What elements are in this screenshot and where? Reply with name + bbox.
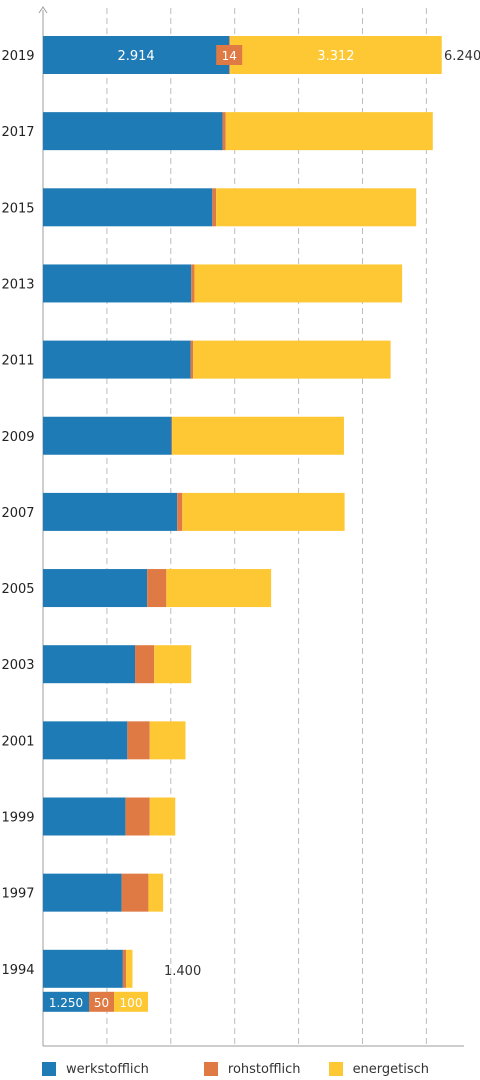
category-label: 2003 xyxy=(1,658,34,673)
legend-swatch-werkstofflich xyxy=(42,1062,56,1076)
legend-item-rohstofflich: rohstofflich xyxy=(203,1061,329,1077)
bar-segment-rohstofflich xyxy=(171,416,173,455)
bar-segment-rohstofflich xyxy=(190,340,194,379)
legend-label-rohstofflich: rohstofflich xyxy=(227,1061,301,1077)
bar-segment-rohstofflich xyxy=(147,569,167,608)
bar-segment-werkstofflich xyxy=(43,797,126,836)
bar-segment-werkstofflich xyxy=(43,112,223,151)
bar-segment-rohstofflich xyxy=(121,873,149,912)
bar-segment-energetisch xyxy=(148,873,164,912)
total-label: 1.400 xyxy=(164,964,201,979)
bar-segment-rohstofflich xyxy=(191,264,195,303)
bar-segment-rohstofflich xyxy=(127,721,150,760)
legend-swatch-rohstofflich xyxy=(203,1062,218,1076)
data-label-rohstofflich: 50 xyxy=(94,996,109,1010)
bar-segment-energetisch xyxy=(154,645,192,684)
category-label: 2009 xyxy=(1,430,34,445)
bar-segment-energetisch xyxy=(182,492,345,531)
bar-segment-energetisch xyxy=(172,416,344,455)
data-label-rohstofflich: 14 xyxy=(222,49,237,63)
bar-segment-rohstofflich xyxy=(125,797,150,836)
bar-segment-werkstofflich xyxy=(43,645,136,684)
bar-segment-werkstofflich xyxy=(43,264,192,303)
bar-segment-rohstofflich xyxy=(122,949,127,988)
category-label: 2007 xyxy=(1,506,34,521)
data-label-energetisch: 3.312 xyxy=(317,49,354,64)
bar-segment-rohstofflich xyxy=(222,112,226,151)
category-label: 2001 xyxy=(1,734,34,749)
bar-segment-werkstofflich xyxy=(43,873,122,912)
bar-segment-energetisch xyxy=(230,36,442,74)
data-label-werkstofflich-box xyxy=(43,991,89,1012)
bar-segment-werkstofflich xyxy=(43,340,191,379)
bar-segment-werkstofflich xyxy=(43,36,230,74)
bar-segment-energetisch xyxy=(225,112,433,151)
bar-segment-energetisch xyxy=(166,569,272,608)
legend-label-energetisch: energetisch xyxy=(352,1061,430,1077)
bar-segment-energetisch xyxy=(149,721,186,760)
legend: werkstofflich rohstofflich energetisch xyxy=(42,1058,429,1080)
y-axis-arrow-icon xyxy=(38,6,48,14)
legend-item-energetisch: energetisch xyxy=(328,1061,430,1077)
category-label: 2015 xyxy=(1,201,34,216)
data-label-werkstofflich: 1.250 xyxy=(49,996,83,1010)
data-label-werkstofflich: 2.914 xyxy=(117,49,154,64)
category-label: 2013 xyxy=(1,277,34,292)
data-label-energetisch-box xyxy=(114,991,148,1012)
legend-swatch-energetisch xyxy=(328,1062,343,1076)
stacked-bar-chart: 2019 2017 2015 2013 2011 2009 2007 2005 2003 2001… xyxy=(1,6,480,1047)
data-label-rohstofflich-box xyxy=(89,991,114,1012)
total-label: 6.240 xyxy=(444,49,480,64)
bar-segment-energetisch xyxy=(126,949,133,988)
bar-segment-werkstofflich xyxy=(43,492,178,531)
category-label: 2011 xyxy=(1,354,34,369)
category-label: 2005 xyxy=(1,582,34,597)
data-label-energetisch: 100 xyxy=(120,996,143,1010)
category-label: 1999 xyxy=(1,811,34,826)
bar-segment-energetisch xyxy=(216,188,417,227)
bar-segment-rohstofflich xyxy=(177,492,183,531)
category-label: 1994 xyxy=(1,963,34,978)
bar-segment-werkstofflich xyxy=(43,949,123,988)
legend-label-werkstofflich: werkstofflich xyxy=(66,1061,149,1077)
data-label-box-rohstofflich xyxy=(216,45,243,65)
bar-segment-werkstofflich xyxy=(43,188,213,227)
category-label: 2019 xyxy=(1,49,34,64)
category-label: 1997 xyxy=(1,887,34,902)
bar-segment-energetisch xyxy=(149,797,176,836)
bar-segment-werkstofflich xyxy=(43,569,148,608)
bar-segment-energetisch xyxy=(193,340,391,379)
bar-segment-rohstofflich xyxy=(135,645,155,684)
legend-item-werkstofflich: werkstofflich xyxy=(42,1062,204,1077)
bar-segment-rohstofflich xyxy=(212,188,217,227)
category-label: 2017 xyxy=(1,125,34,140)
bar-segment-werkstofflich xyxy=(43,721,128,760)
bar-segment-werkstofflich xyxy=(43,416,172,455)
bar-segment-energetisch xyxy=(194,264,403,303)
